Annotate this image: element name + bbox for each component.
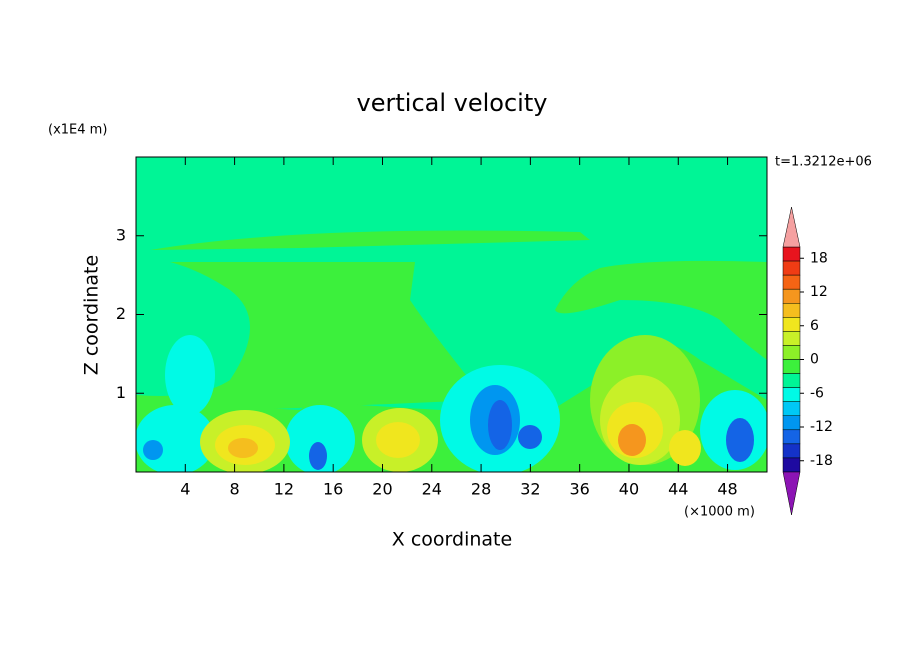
y-tick-label: 3 <box>116 225 126 244</box>
x-tick-label: 12 <box>274 480 294 499</box>
x-tick-label: 28 <box>471 480 491 499</box>
colorbar-tick-label: 12 <box>810 284 828 300</box>
contour-fill <box>618 424 646 456</box>
contour-field <box>136 157 767 472</box>
colorbar-box <box>782 401 801 416</box>
colorbar-box <box>782 443 801 459</box>
contour-fill <box>150 230 590 250</box>
y-tick-label: 1 <box>116 383 126 402</box>
colorbar-tick-label: -6 <box>810 385 824 401</box>
contour-fill <box>669 430 701 466</box>
contour-fill <box>136 262 480 415</box>
contour-fill <box>143 440 163 460</box>
contour-fill <box>488 400 512 450</box>
colorbar-box <box>782 274 801 290</box>
contour-fill <box>376 422 420 458</box>
colorbar-box <box>782 288 801 304</box>
x-tick-label: 48 <box>717 480 737 499</box>
colorbar-tick-label: 18 <box>810 250 828 266</box>
colorbar-tick-label: 6 <box>810 318 819 334</box>
x-axis-label: X coordinate <box>392 529 512 551</box>
colorbar-tick-label: -18 <box>810 453 833 469</box>
x-unit: (×1000 m) <box>684 505 755 520</box>
contour-fill <box>309 442 327 470</box>
colorbar-box <box>782 246 801 262</box>
x-tick-label: 44 <box>668 480 688 499</box>
x-tick-label: 8 <box>230 480 240 499</box>
x-tick-label: 16 <box>323 480 343 499</box>
y-axis-label: Z coordinate <box>81 255 103 375</box>
colorbar-box <box>782 359 801 374</box>
colorbar-tick-label: -12 <box>810 419 833 435</box>
contour-fill <box>228 438 258 458</box>
colorbar-box <box>782 457 801 473</box>
colorbar-box <box>782 303 801 318</box>
colorbar-box <box>782 317 801 332</box>
colorbar-box <box>782 415 801 431</box>
x-tick-label: 20 <box>372 480 392 499</box>
y-unit: (x1E4 m) <box>48 123 107 138</box>
y-tick-label: 2 <box>116 304 126 323</box>
x-tick-label: 4 <box>180 480 190 499</box>
contour-fill <box>285 405 355 472</box>
contour-fill <box>165 335 215 415</box>
contour-fill <box>518 425 542 449</box>
x-tick-label: 36 <box>569 480 589 499</box>
colorbar-box <box>782 429 801 445</box>
colorbar-box <box>782 373 801 388</box>
colorbar-tick-label: 0 <box>810 352 819 368</box>
contour-fill <box>726 418 754 462</box>
contour-fill <box>555 260 767 360</box>
time-annotation: t=1.3212e+06 <box>775 155 872 170</box>
colorbar-box <box>782 387 801 402</box>
x-tick-label: 32 <box>520 480 540 499</box>
colorbar-box <box>782 345 801 360</box>
colorbar-under <box>782 471 801 516</box>
x-tick-label: 24 <box>422 480 442 499</box>
colorbar-box <box>782 260 801 276</box>
colorbar-over <box>782 206 801 248</box>
x-tick-label: 40 <box>619 480 639 499</box>
chart-title: vertical velocity <box>357 89 548 117</box>
colorbar-box <box>782 331 801 346</box>
